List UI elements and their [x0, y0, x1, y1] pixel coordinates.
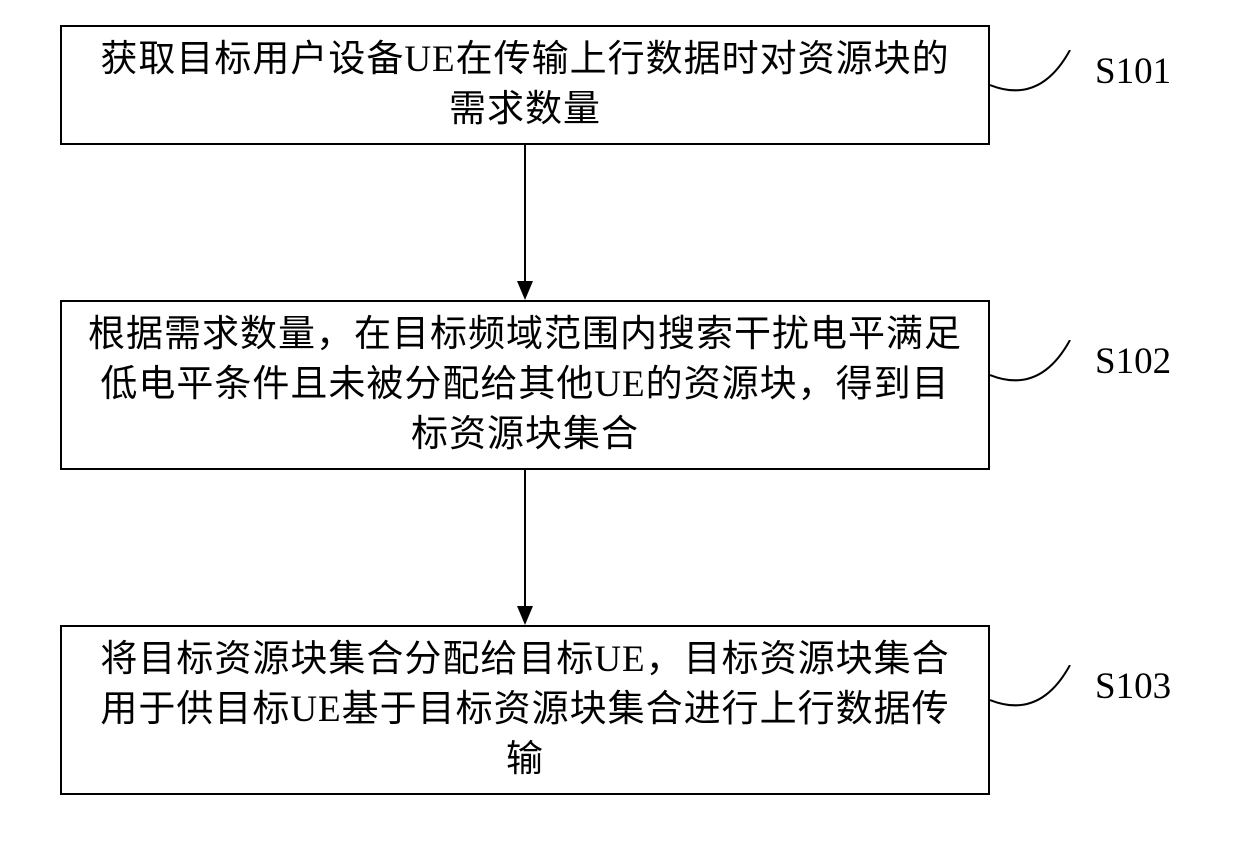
connector-curve-s101 [990, 50, 1095, 110]
step-label-s101: S101 [1095, 50, 1171, 93]
step-text: 根据需求数量，在目标频域范围内搜索干扰电平满足低电平条件且未被分配给其他UE的资… [82, 310, 968, 460]
step-text: 获取目标用户设备UE在传输上行数据时对资源块的需求数量 [82, 35, 968, 135]
step-label-s102: S102 [1095, 340, 1171, 383]
flowchart-step-s101: 获取目标用户设备UE在传输上行数据时对资源块的需求数量 [60, 25, 990, 145]
flowchart-arrow-1 [515, 145, 535, 302]
connector-curve-s103 [990, 665, 1095, 725]
step-text: 将目标资源块集合分配给目标UE，目标资源块集合用于供目标UE基于目标资源块集合进… [82, 635, 968, 785]
connector-curve-s102 [990, 340, 1095, 400]
flowchart-step-s103: 将目标资源块集合分配给目标UE，目标资源块集合用于供目标UE基于目标资源块集合进… [60, 625, 990, 795]
flowchart-arrow-2 [515, 470, 535, 627]
flowchart-step-s102: 根据需求数量，在目标频域范围内搜索干扰电平满足低电平条件且未被分配给其他UE的资… [60, 300, 990, 470]
step-label-s103: S103 [1095, 665, 1171, 708]
